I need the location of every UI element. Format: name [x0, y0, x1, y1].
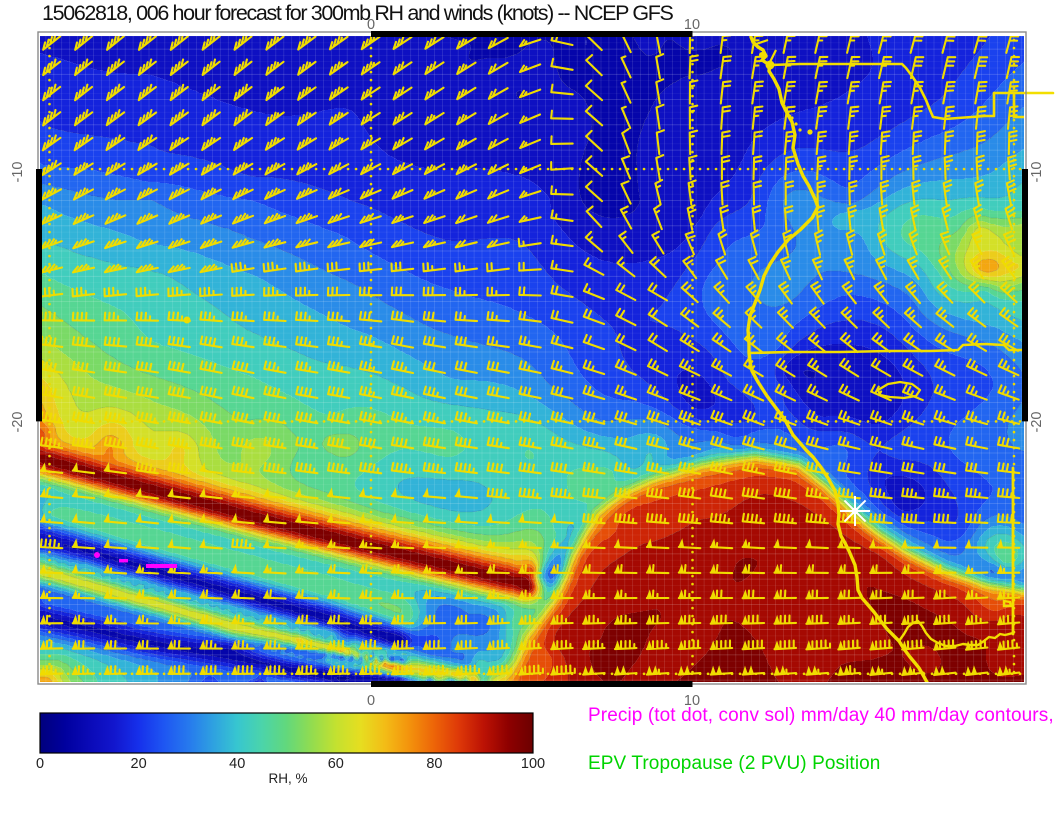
svg-text:20: 20: [131, 756, 147, 772]
svg-text:0: 0: [36, 756, 44, 772]
svg-text:0: 0: [367, 17, 375, 33]
svg-text:80: 80: [426, 756, 442, 772]
svg-text:10: 10: [684, 17, 700, 33]
svg-text:100: 100: [521, 756, 545, 772]
svg-text:-20: -20: [1029, 412, 1045, 433]
svg-text:RH, %: RH, %: [268, 771, 307, 786]
svg-text:15062818, 006 hour forecast fo: 15062818, 006 hour forecast for 300mb RH…: [42, 1, 673, 25]
svg-text:-10: -10: [1029, 162, 1045, 183]
svg-text:60: 60: [328, 756, 344, 772]
svg-text:-20: -20: [10, 412, 26, 433]
svg-text:-10: -10: [10, 162, 26, 183]
svg-text:0: 0: [367, 693, 375, 709]
svg-text:Precip (tot dot, conv sol) mm/: Precip (tot dot, conv sol) mm/day 40 mm/…: [588, 705, 1054, 726]
svg-text:10: 10: [684, 693, 700, 709]
svg-text:EPV Tropopause (2 PVU) Positio: EPV Tropopause (2 PVU) Position: [588, 753, 880, 774]
svg-text:40: 40: [229, 756, 245, 772]
